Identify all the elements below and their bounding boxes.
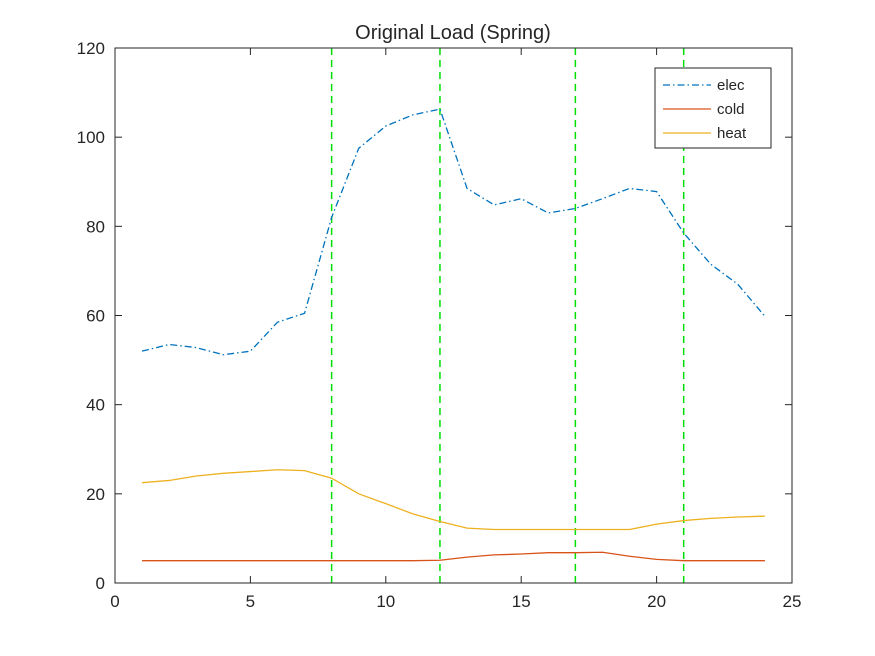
y-tick-label: 100 xyxy=(77,128,105,147)
y-tick-label: 0 xyxy=(96,574,105,593)
y-tick-label: 60 xyxy=(86,307,105,326)
x-tick-label: 5 xyxy=(246,592,255,611)
x-tick-label: 20 xyxy=(647,592,666,611)
x-tick-label: 10 xyxy=(376,592,395,611)
x-tick-label: 15 xyxy=(512,592,531,611)
y-tick-label: 120 xyxy=(77,39,105,58)
x-tick-label: 0 xyxy=(110,592,119,611)
legend-label-cold: cold xyxy=(717,101,745,118)
series-line-heat xyxy=(142,469,765,531)
x-tick-label: 25 xyxy=(783,592,802,611)
legend-label-elec: elec xyxy=(717,77,745,94)
series-line-elec xyxy=(141,108,766,356)
y-tick-label: 40 xyxy=(86,396,105,415)
axes: 0 5 10 15 20 25 0 20 40 60 80 100 120 xyxy=(77,39,802,611)
y-tick-label: 20 xyxy=(86,485,105,504)
legend-label-heat: heat xyxy=(717,125,747,142)
legend-box xyxy=(654,67,772,149)
legend: elec cold heat xyxy=(654,67,772,149)
chart-title: Original Load (Spring) xyxy=(355,22,551,44)
series-line-cold xyxy=(142,551,765,562)
y-tick-label: 80 xyxy=(86,217,105,236)
